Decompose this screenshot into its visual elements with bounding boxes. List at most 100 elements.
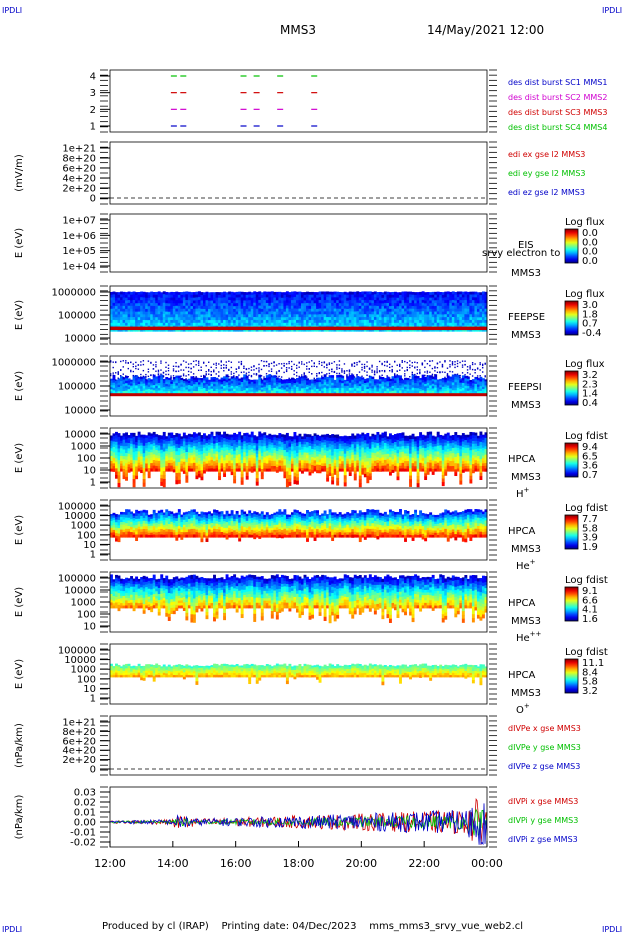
spectro-cell bbox=[155, 434, 159, 438]
spectro-cell bbox=[280, 292, 284, 296]
spectro-cell bbox=[285, 387, 289, 390]
spectro-cell bbox=[253, 440, 257, 444]
spectro-cell bbox=[476, 320, 480, 324]
spectro-cell bbox=[268, 384, 272, 388]
spectro-cell bbox=[127, 297, 131, 301]
spectro-speckle bbox=[243, 371, 245, 373]
feepse-panel-ylabel: E (eV) bbox=[14, 300, 25, 330]
spectro-cell bbox=[110, 297, 113, 301]
spectro-cell bbox=[155, 442, 159, 446]
spectro-cell bbox=[441, 300, 445, 304]
spectro-cell bbox=[218, 438, 221, 443]
spectro-cell bbox=[238, 322, 242, 326]
spectro-cell bbox=[228, 442, 232, 446]
spectro-cell bbox=[426, 317, 430, 321]
feepse-panel-colorbar bbox=[564, 300, 579, 336]
spectro-cell bbox=[396, 300, 400, 304]
spectro-cell bbox=[414, 385, 418, 389]
spectro-cell bbox=[353, 308, 357, 312]
spectro-cell bbox=[409, 385, 412, 388]
spectro-cell bbox=[469, 300, 473, 304]
spectro-cell bbox=[137, 465, 141, 469]
spectro-cell bbox=[441, 377, 445, 381]
spectro-cell bbox=[451, 374, 455, 378]
spectro-cell bbox=[469, 383, 473, 387]
spectro-speckle bbox=[185, 366, 187, 369]
spectro-cell bbox=[195, 294, 199, 298]
spectro-cell bbox=[157, 308, 161, 312]
spectro-cell bbox=[328, 322, 332, 326]
spectro-speckle bbox=[451, 364, 454, 366]
spectro-cell bbox=[197, 382, 201, 385]
spectro-cell bbox=[288, 317, 292, 321]
mission-title: MMS3 bbox=[280, 23, 316, 37]
spectro-cell bbox=[167, 462, 171, 467]
spectro-cell bbox=[414, 317, 418, 321]
spectro-cell bbox=[313, 311, 317, 315]
spectro-cell bbox=[290, 382, 294, 385]
spectro-cell bbox=[386, 308, 390, 312]
spectro-cell bbox=[404, 380, 407, 383]
spectro-cell bbox=[132, 467, 136, 472]
spectro-cell bbox=[358, 311, 362, 315]
spectro-cell bbox=[162, 308, 166, 312]
spectro-cell bbox=[127, 461, 131, 465]
spectro-cell bbox=[235, 452, 239, 456]
spectro-cell bbox=[142, 482, 146, 487]
spectro-speckle bbox=[474, 369, 476, 371]
spectro-cell bbox=[414, 311, 418, 315]
spectro-cell bbox=[283, 383, 287, 386]
spectro-speckle bbox=[434, 367, 436, 369]
spectro-cell bbox=[110, 322, 113, 327]
spectro-cell bbox=[258, 311, 262, 315]
spectro-cell bbox=[112, 374, 116, 378]
spectro-speckle bbox=[471, 362, 474, 364]
spectro-cell bbox=[230, 454, 234, 458]
spectro-speckle bbox=[431, 373, 434, 376]
spectro-cell bbox=[348, 311, 352, 315]
spectro-cell bbox=[220, 320, 224, 324]
spectro-cell bbox=[434, 300, 438, 304]
spectro-cell bbox=[361, 297, 365, 301]
spectro-cell bbox=[258, 379, 262, 383]
spectro-speckle bbox=[424, 366, 426, 369]
spectro-cell bbox=[343, 385, 347, 389]
spectro-cell bbox=[378, 297, 382, 301]
spectro-cell bbox=[451, 382, 455, 386]
spectro-cell bbox=[165, 453, 169, 457]
spectro-cell bbox=[172, 435, 176, 439]
spectro-speckle bbox=[401, 367, 403, 369]
spectro-speckle bbox=[218, 375, 220, 377]
spectro-cell bbox=[230, 297, 234, 301]
spectro-cell bbox=[142, 438, 146, 443]
spectro-cell bbox=[373, 319, 377, 324]
spectro-cell bbox=[175, 383, 179, 386]
spectro-cell bbox=[180, 297, 184, 301]
spectro-cell bbox=[245, 475, 249, 480]
spectro-cell bbox=[391, 305, 395, 310]
spectro-cell bbox=[120, 311, 123, 315]
spectro-cell bbox=[459, 386, 463, 390]
spectro-cell bbox=[270, 322, 274, 326]
spectro-cell bbox=[431, 390, 435, 394]
spectro-cell bbox=[290, 311, 294, 315]
spectro-cell bbox=[466, 311, 470, 315]
spectro-speckle bbox=[356, 364, 358, 366]
spectro-cell bbox=[391, 311, 395, 315]
spectro-cell bbox=[147, 314, 151, 318]
spectro-cell bbox=[399, 308, 402, 313]
spectro-cell bbox=[180, 441, 184, 445]
spectro-cell bbox=[162, 385, 166, 388]
spectro-cell bbox=[248, 314, 252, 318]
spectro-speckle bbox=[253, 369, 255, 371]
spectro-cell bbox=[147, 380, 151, 383]
spectro-speckle bbox=[225, 364, 228, 367]
spectro-cell bbox=[366, 391, 370, 394]
spectro-cell bbox=[429, 311, 433, 315]
spectro-cell bbox=[157, 468, 161, 472]
spectro-cell bbox=[172, 317, 176, 321]
spectro-cell bbox=[250, 463, 254, 467]
spectro-cell bbox=[117, 448, 121, 453]
feepse-panel-ytick: 10000 bbox=[64, 334, 96, 345]
spectro-cell bbox=[419, 388, 423, 392]
